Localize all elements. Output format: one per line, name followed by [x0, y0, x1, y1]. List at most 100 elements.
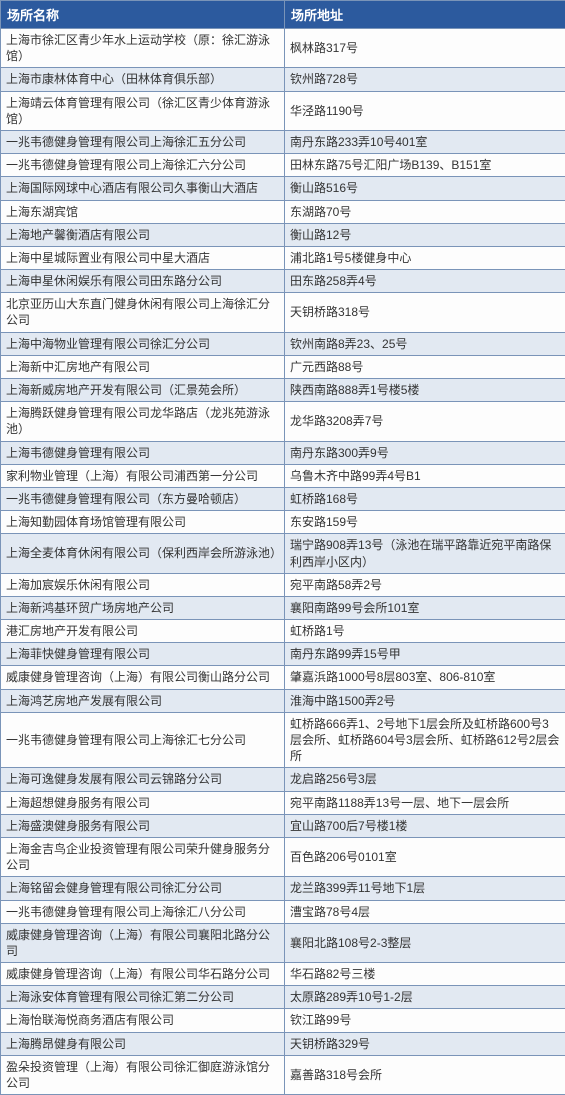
cell-address: 虹桥路168号 [285, 487, 565, 510]
table-row: 上海市徐汇区青少年水上运动学校（原：徐汇游泳馆）枫林路317号 [1, 29, 565, 68]
table-row: 上海加宸娱乐休闲有限公司宛平南路58弄2号 [1, 573, 565, 596]
cell-address: 天钥桥路318号 [285, 293, 565, 332]
cell-address: 浦北路1号5楼健身中心 [285, 246, 565, 269]
cell-name: 盈朵投资管理（上海）有限公司徐汇御庭游泳馆分公司 [1, 1055, 285, 1094]
cell-name: 上海地产馨衡酒店有限公司 [1, 223, 285, 246]
cell-address: 漕宝路78号4层 [285, 900, 565, 923]
cell-address: 钦江路99号 [285, 1009, 565, 1032]
table-row: 上海菲快健身管理有限公司南丹东路99弄15号甲 [1, 643, 565, 666]
table-row: 上海鸿艺房地产发展有限公司淮海中路1500弄2号 [1, 689, 565, 712]
cell-name: 上海盛澳健身服务有限公司 [1, 814, 285, 837]
cell-name: 一兆韦德健身管理有限公司（东方曼哈顿店） [1, 487, 285, 510]
cell-address: 百色路206号0101室 [285, 837, 565, 876]
cell-name: 上海知勤园体育场馆管理有限公司 [1, 511, 285, 534]
cell-address: 肇嘉浜路1000号8层803室、806-810室 [285, 666, 565, 689]
cell-name: 上海鸿艺房地产发展有限公司 [1, 689, 285, 712]
cell-name: 上海东湖宾馆 [1, 200, 285, 223]
cell-address: 乌鲁木齐中路99弄4号B1 [285, 464, 565, 487]
cell-address: 龙华路3208弄7号 [285, 402, 565, 441]
cell-name: 港汇房地产开发有限公司 [1, 620, 285, 643]
table-row: 港汇房地产开发有限公司虹桥路1号 [1, 620, 565, 643]
table-row: 上海铭留会健身管理有限公司徐汇分公司龙兰路399弄11号地下1层 [1, 877, 565, 900]
cell-name: 威康健身管理咨询（上海）有限公司衡山路分公司 [1, 666, 285, 689]
table-row: 上海金吉鸟企业投资管理有限公司荣升健身服务分公司百色路206号0101室 [1, 837, 565, 876]
cell-name: 上海新威房地产开发有限公司（汇景苑会所） [1, 379, 285, 402]
cell-address: 枫林路317号 [285, 29, 565, 68]
table-row: 威康健身管理咨询（上海）有限公司衡山路分公司肇嘉浜路1000号8层803室、80… [1, 666, 565, 689]
table-row: 一兆韦德健身管理有限公司上海徐汇五分公司南丹东路233弄10号401室 [1, 130, 565, 153]
table-row: 上海中海物业管理有限公司徐汇分公司钦州南路8弄23、25号 [1, 332, 565, 355]
table-row: 上海市康林体育中心（田林体育俱乐部）钦州路728号 [1, 68, 565, 91]
venues-table: 场所名称 场所地址 上海市徐汇区青少年水上运动学校（原：徐汇游泳馆）枫林路317… [0, 0, 565, 1095]
cell-name: 上海国际网球中心酒店有限公司久事衡山大酒店 [1, 177, 285, 200]
table-row: 一兆韦德健身管理有限公司（东方曼哈顿店）虹桥路168号 [1, 487, 565, 510]
cell-address: 襄阳北路108号2-3整层 [285, 923, 565, 962]
cell-name: 上海泳安体育管理有限公司徐汇第二分公司 [1, 986, 285, 1009]
cell-name: 上海可逸健身发展有限公司云锦路分公司 [1, 768, 285, 791]
table-row: 家利物业管理（上海）有限公司浦西第一分公司乌鲁木齐中路99弄4号B1 [1, 464, 565, 487]
table-row: 上海腾跃健身管理有限公司龙华路店（龙兆苑游泳池）龙华路3208弄7号 [1, 402, 565, 441]
cell-address: 嘉善路318号会所 [285, 1055, 565, 1094]
cell-address: 天钥桥路329号 [285, 1032, 565, 1055]
cell-address: 东湖路70号 [285, 200, 565, 223]
cell-address: 衡山路12号 [285, 223, 565, 246]
cell-name: 上海靖云体育管理有限公司（徐汇区青少体育游泳馆） [1, 91, 285, 130]
table-row: 上海国际网球中心酒店有限公司久事衡山大酒店衡山路516号 [1, 177, 565, 200]
cell-name: 上海菲快健身管理有限公司 [1, 643, 285, 666]
table-row: 北京亚历山大东直门健身休闲有限公司上海徐汇分公司天钥桥路318号 [1, 293, 565, 332]
cell-name: 一兆韦德健身管理有限公司上海徐汇七分公司 [1, 712, 285, 768]
cell-name: 一兆韦德健身管理有限公司上海徐汇六分公司 [1, 154, 285, 177]
cell-name: 上海市康林体育中心（田林体育俱乐部） [1, 68, 285, 91]
table-row: 上海泳安体育管理有限公司徐汇第二分公司太原路289弄10号1-2层 [1, 986, 565, 1009]
table-row: 威康健身管理咨询（上海）有限公司华石路分公司华石路82号三楼 [1, 963, 565, 986]
table-row: 上海中星城际置业有限公司中星大酒店浦北路1号5楼健身中心 [1, 246, 565, 269]
cell-name: 上海新鸿基环贸广场房地产公司 [1, 596, 285, 619]
table-row: 上海怡联海悦商务酒店有限公司钦江路99号 [1, 1009, 565, 1032]
col-header-address: 场所地址 [285, 1, 565, 29]
table-row: 上海超想健身服务有限公司宛平南路1188弄13号一层、地下一层会所 [1, 791, 565, 814]
cell-name: 一兆韦德健身管理有限公司上海徐汇五分公司 [1, 130, 285, 153]
cell-address: 华泾路1190号 [285, 91, 565, 130]
cell-address: 虹桥路666弄1、2号地下1层会所及虹桥路600号3层会所、虹桥路604号3层会… [285, 712, 565, 768]
table-row: 一兆韦德健身管理有限公司上海徐汇六分公司田林东路75号汇阳广场B139、B151… [1, 154, 565, 177]
cell-name: 威康健身管理咨询（上海）有限公司襄阳北路分公司 [1, 923, 285, 962]
table-row: 一兆韦德健身管理有限公司上海徐汇八分公司漕宝路78号4层 [1, 900, 565, 923]
table-row: 上海知勤园体育场馆管理有限公司东安路159号 [1, 511, 565, 534]
cell-name: 家利物业管理（上海）有限公司浦西第一分公司 [1, 464, 285, 487]
cell-address: 田东路258弄4号 [285, 270, 565, 293]
cell-address: 南丹东路233弄10号401室 [285, 130, 565, 153]
table-row: 上海韦德健身管理有限公司南丹东路300弄9号 [1, 441, 565, 464]
cell-name: 上海申星休闲娱乐有限公司田东路分公司 [1, 270, 285, 293]
cell-address: 虹桥路1号 [285, 620, 565, 643]
cell-address: 宜山路700后7号楼1楼 [285, 814, 565, 837]
cell-name: 一兆韦德健身管理有限公司上海徐汇八分公司 [1, 900, 285, 923]
cell-name: 上海加宸娱乐休闲有限公司 [1, 573, 285, 596]
cell-name: 北京亚历山大东直门健身休闲有限公司上海徐汇分公司 [1, 293, 285, 332]
cell-address: 南丹东路99弄15号甲 [285, 643, 565, 666]
cell-address: 衡山路516号 [285, 177, 565, 200]
cell-name: 上海市徐汇区青少年水上运动学校（原：徐汇游泳馆） [1, 29, 285, 68]
cell-name: 上海超想健身服务有限公司 [1, 791, 285, 814]
cell-name: 上海全麦体育休闲有限公司（保利西岸会所游泳池） [1, 534, 285, 573]
cell-address: 淮海中路1500弄2号 [285, 689, 565, 712]
table-row: 威康健身管理咨询（上海）有限公司襄阳北路分公司襄阳北路108号2-3整层 [1, 923, 565, 962]
table-row: 上海腾昂健身有限公司天钥桥路329号 [1, 1032, 565, 1055]
cell-address: 华石路82号三楼 [285, 963, 565, 986]
table-row: 上海地产馨衡酒店有限公司衡山路12号 [1, 223, 565, 246]
cell-address: 龙启路256号3层 [285, 768, 565, 791]
table-row: 上海全麦体育休闲有限公司（保利西岸会所游泳池）瑞宁路908弄13号（泳池在瑞平路… [1, 534, 565, 573]
table-row: 上海东湖宾馆东湖路70号 [1, 200, 565, 223]
cell-name: 威康健身管理咨询（上海）有限公司华石路分公司 [1, 963, 285, 986]
table-row: 上海盛澳健身服务有限公司宜山路700后7号楼1楼 [1, 814, 565, 837]
cell-address: 南丹东路300弄9号 [285, 441, 565, 464]
cell-address: 钦州路728号 [285, 68, 565, 91]
cell-address: 陕西南路888弄1号楼5楼 [285, 379, 565, 402]
cell-name: 上海腾跃健身管理有限公司龙华路店（龙兆苑游泳池） [1, 402, 285, 441]
cell-address: 广元西路88号 [285, 355, 565, 378]
table-row: 上海申星休闲娱乐有限公司田东路分公司田东路258弄4号 [1, 270, 565, 293]
table-row: 上海新鸿基环贸广场房地产公司襄阳南路99号会所101室 [1, 596, 565, 619]
cell-name: 上海中海物业管理有限公司徐汇分公司 [1, 332, 285, 355]
table-row: 一兆韦德健身管理有限公司上海徐汇七分公司虹桥路666弄1、2号地下1层会所及虹桥… [1, 712, 565, 768]
cell-address: 龙兰路399弄11号地下1层 [285, 877, 565, 900]
cell-name: 上海韦德健身管理有限公司 [1, 441, 285, 464]
